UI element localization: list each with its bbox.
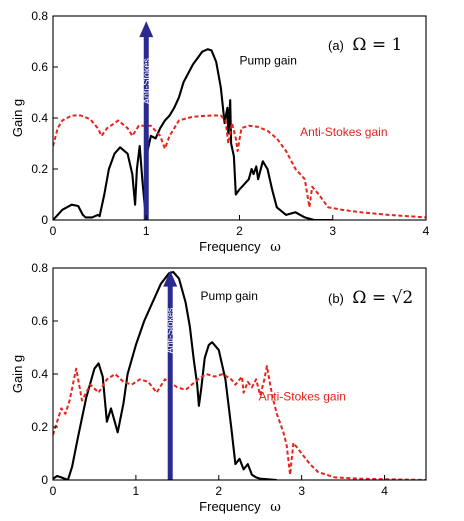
y-tick-label: 0.4 [31,367,48,381]
x-tick-label: 4 [381,484,388,498]
x-tick-label: 1 [143,224,150,238]
anti-stokes-arrow-head [139,21,154,38]
y-tick-label: 0.8 [31,9,48,23]
x-axis-label-symbol: ω [270,500,281,515]
x-axis-label-text: Frequency [199,499,261,514]
x-axis-label: Frequency ω [199,499,281,515]
y-axis-label: Gain g [10,99,25,137]
y-tick-label: 0.4 [31,111,48,125]
y-tick-label: 0.2 [31,162,48,176]
panel-label-prefix: (a) [328,38,344,53]
x-tick-label: 2 [236,224,243,238]
pump-gain-line [53,48,333,220]
x-tick-label: 0 [50,484,57,498]
anti-stokes-gain-line [53,114,426,219]
y-tick-label: 0 [41,473,48,487]
anti-stokes-arrow-label: Anti-Stokes [141,58,151,105]
anti-stokes-gain-line [53,365,426,480]
y-axis-label: Gain g [10,355,25,393]
y-tick-label: 0.8 [31,261,48,275]
chart-panel-a: Anti-Stokes 0 1 2 3 4 0 0.2 0.4 0.6 0.8 Gain g Fr… [10,9,430,255]
x-axis-label: Frequency ω [199,239,281,255]
y-tick-label: 0 [41,213,48,227]
panel-label-eq: Ω = 1 [352,35,402,55]
x-tick-label: 3 [329,224,336,238]
x-tick-label: 4 [423,224,430,238]
anti-stokes-gain-annotation: Anti-Stokes gain [259,390,346,404]
panel-label-prefix: (b) [328,291,344,306]
anti-stokes-arrow-label: Anti-Stokes [165,307,175,354]
x-tick-label: 3 [298,484,305,498]
panel-label: (a) Ω = 1 [328,35,402,55]
chart-panel-b: Anti-Stokes 0 1 2 3 4 0 0.2 0.4 0.6 0.8 Gain g Fr… [10,261,427,515]
panel-label-eq: Ω = √2 [352,288,413,308]
x-tick-label: 2 [215,484,222,498]
pump-gain-line [53,270,277,480]
anti-stokes-arrow-head [163,270,178,287]
anti-stokes-gain-annotation: Anti-Stokes gain [300,125,387,139]
x-axis-label-text: Frequency [199,239,261,254]
panel-label: (b) Ω = √2 [328,288,413,308]
x-tick-label: 1 [133,484,140,498]
pump-gain-annotation: Pump gain [240,53,297,67]
y-tick-label: 0.6 [31,60,48,74]
y-tick-label: 0.2 [31,420,48,434]
x-axis-label-symbol: ω [270,240,281,255]
y-tick-label: 0.6 [31,314,48,328]
pump-gain-annotation: Pump gain [201,289,258,303]
x-tick-label: 0 [50,224,57,238]
